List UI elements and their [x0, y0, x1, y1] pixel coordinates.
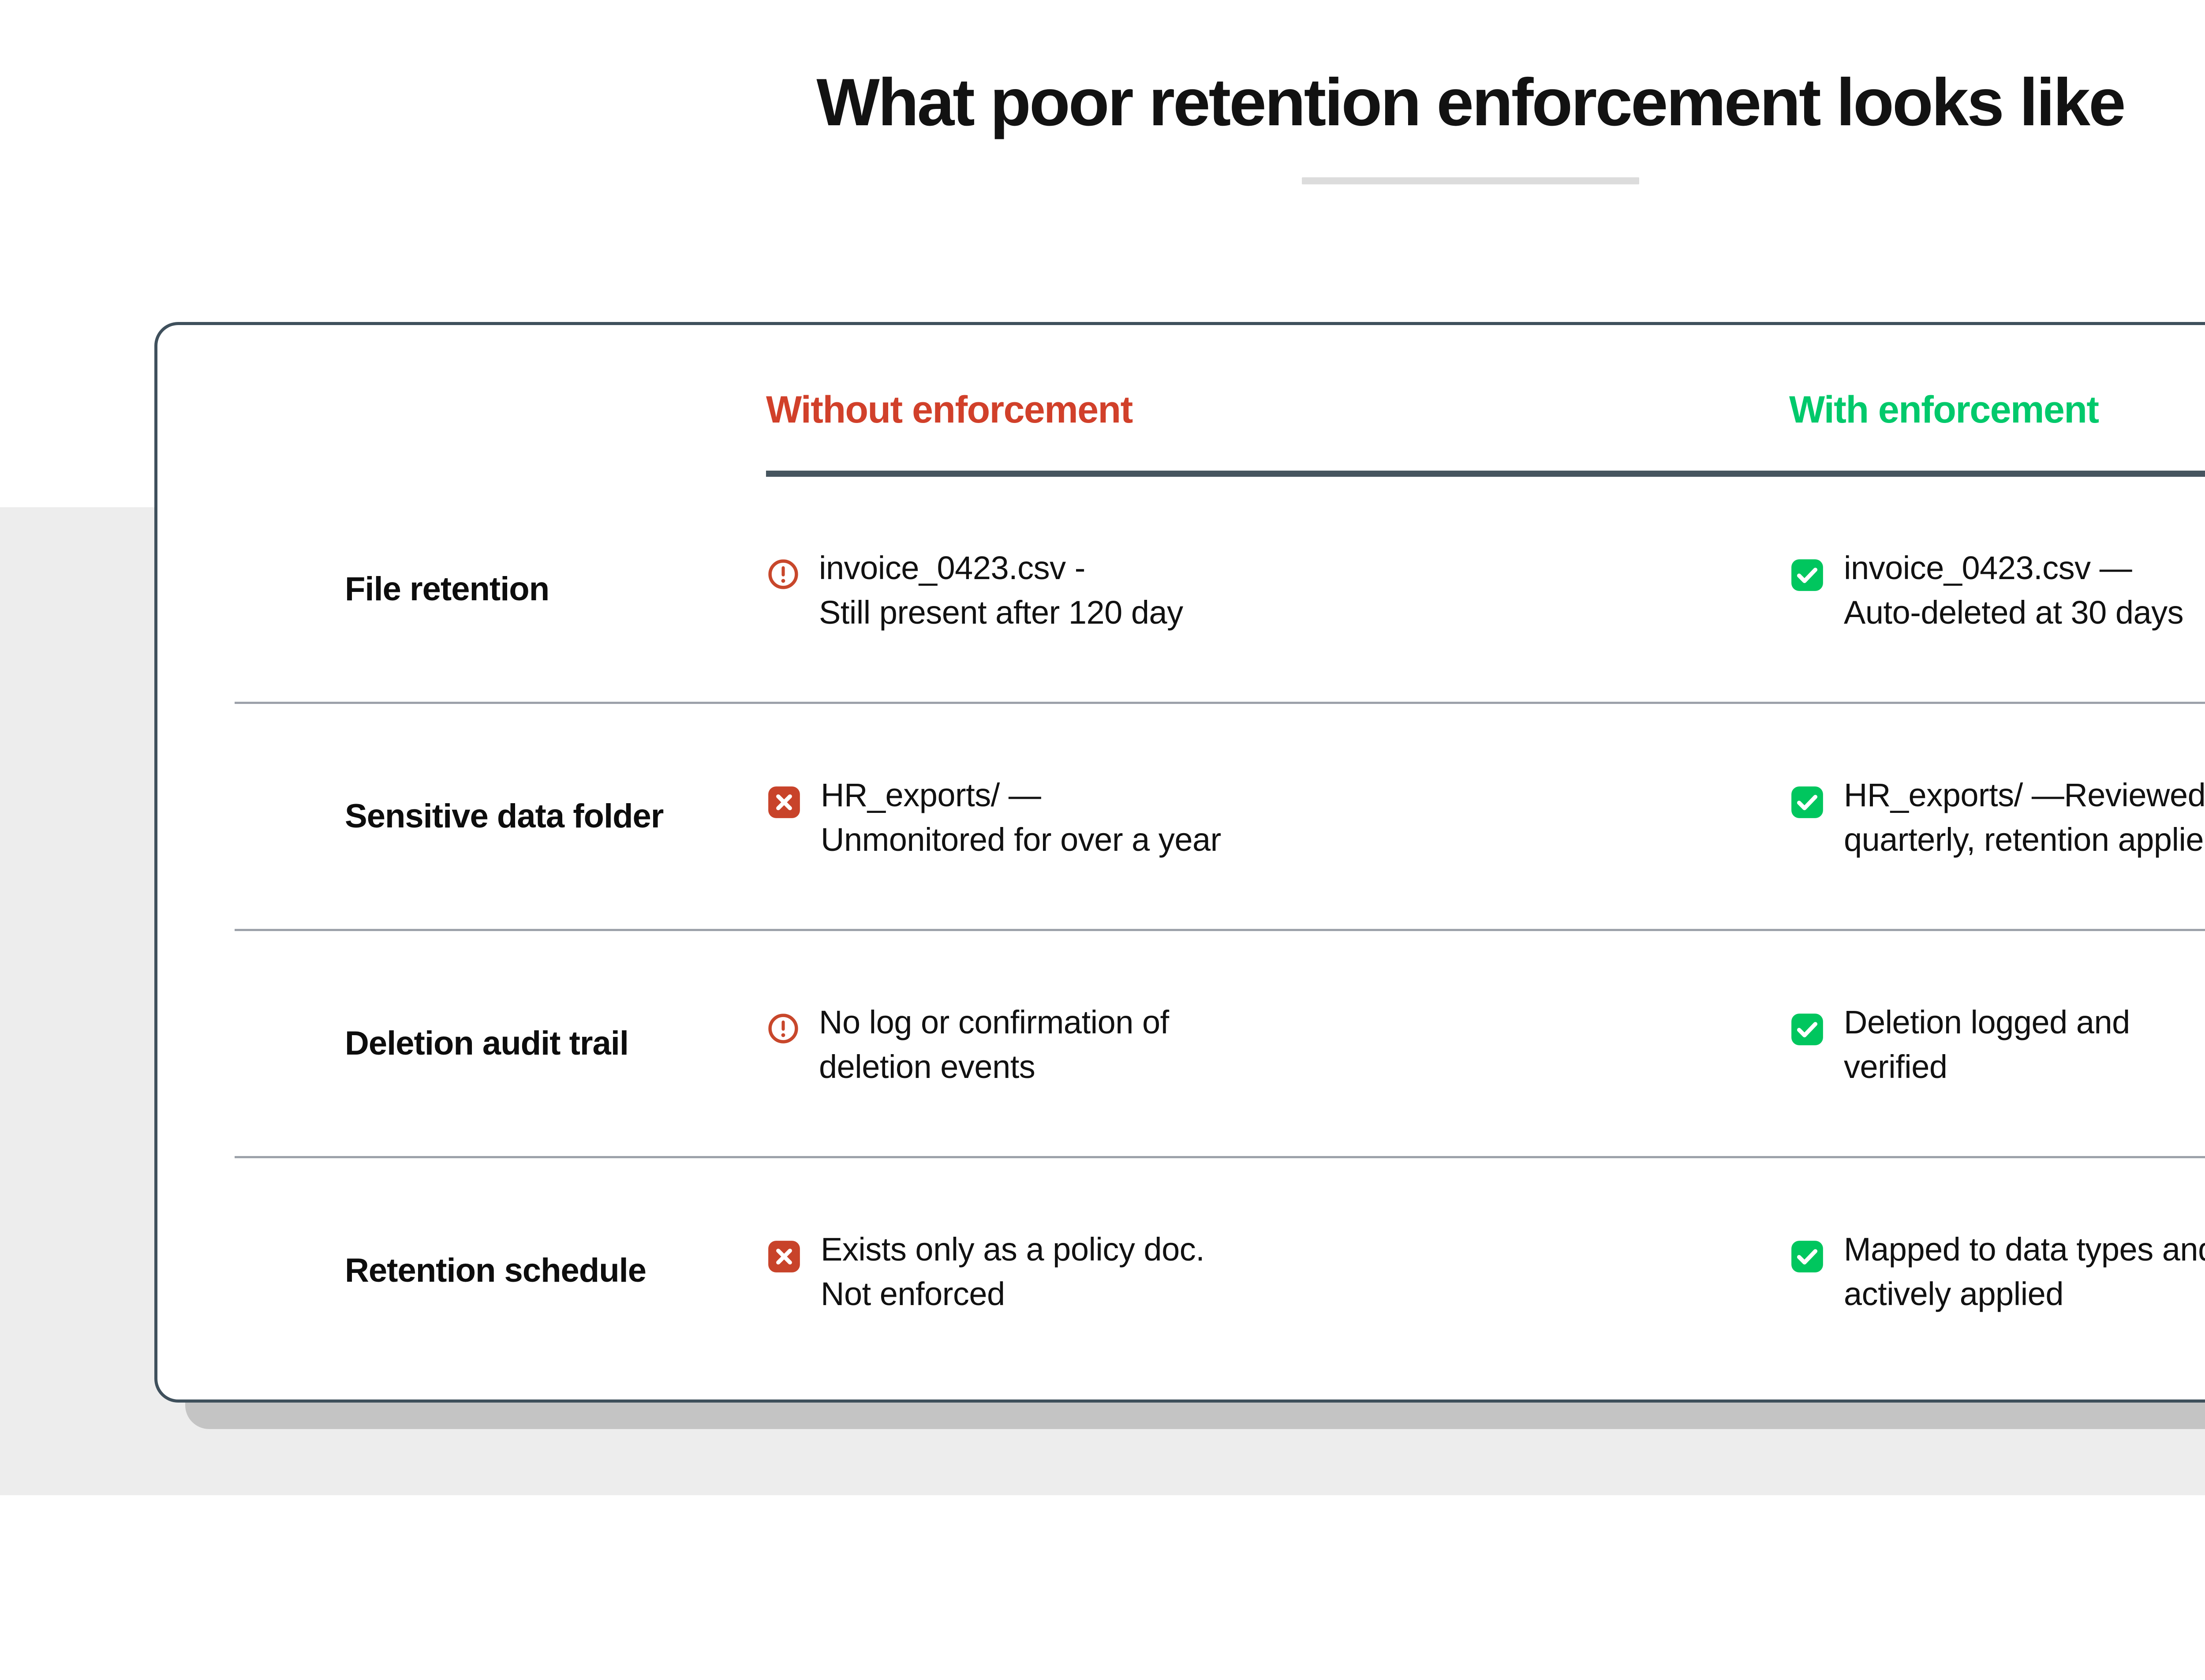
warning-circle-icon: [768, 1013, 798, 1044]
status-cell: HR_exports/ — Unmonitored for over a yea…: [766, 773, 1221, 862]
row-divider: [235, 702, 2205, 704]
row-label-cell: Retention schedule: [157, 1250, 766, 1291]
row-divider: [235, 1156, 2205, 1158]
row-without-cell: invoice_0423.csv - Still present after 1…: [766, 544, 1789, 635]
row-with-cell: Deletion logged and verified: [1789, 998, 2205, 1089]
status-text: Mapped to data types and actively applie…: [1844, 1231, 2205, 1312]
row-label-cell: Deletion audit trail: [157, 1023, 766, 1064]
row-without-cell: HR_exports/ — Unmonitored for over a yea…: [766, 771, 1789, 862]
header-with-column: With enforcement: [1789, 389, 2205, 471]
row-without-cell: No log or confirmation of deletion event…: [766, 998, 1789, 1089]
row-label: File retention: [345, 570, 549, 608]
title-block: What poor retention enforcement looks li…: [0, 0, 2205, 309]
status-text: Exists only as a policy doc. Not enforce…: [821, 1231, 1205, 1312]
row-label: Sensitive data folder: [345, 797, 664, 835]
table-row: File retention invoice_0423.csv - Still …: [157, 477, 2205, 702]
column-header-without-enforcement: Without enforcement: [766, 389, 1133, 431]
status-cell: invoice_0423.csv — Auto-deleted at 30 da…: [1789, 546, 2184, 635]
comparison-card: Without enforcement With enforcement Fil…: [154, 322, 2205, 1403]
status-text: invoice_0423.csv — Auto-deleted at 30 da…: [1844, 549, 2184, 631]
warning-circle-icon: [768, 559, 798, 589]
cross-square-icon: [768, 786, 800, 818]
row-with-cell: Mapped to data types and actively applie…: [1789, 1225, 2205, 1317]
row-without-cell: Exists only as a policy doc. Not enforce…: [766, 1225, 1789, 1317]
check-square-icon: [1791, 1013, 1823, 1045]
table-row: Retention schedule Exists only as a poli…: [157, 1158, 2205, 1383]
status-text: Deletion logged and verified: [1844, 1003, 2130, 1085]
table-row: Deletion audit trail No log or confirmat…: [157, 931, 2205, 1156]
background-band-bottom: [0, 1495, 2205, 1680]
row-label-cell: Sensitive data folder: [157, 796, 766, 837]
row-with-cell: invoice_0423.csv — Auto-deleted at 30 da…: [1789, 544, 2205, 635]
table-row: Sensitive data folder HR_exports/ — Unmo…: [157, 704, 2205, 929]
page-title: What poor retention enforcement looks li…: [816, 65, 2126, 140]
status-text: No log or confirmation of deletion event…: [819, 1003, 1169, 1085]
cross-square-icon: [768, 1240, 800, 1272]
row-label: Retention schedule: [345, 1251, 647, 1289]
header-without-column: Without enforcement: [766, 389, 1789, 471]
header-divider-wrapper: [766, 471, 2205, 477]
status-cell: Deletion logged and verified: [1789, 1000, 2130, 1089]
row-divider: [235, 929, 2205, 931]
status-cell: HR_exports/ —Reviewed quarterly, retenti…: [1789, 773, 2205, 862]
status-cell: Exists only as a policy doc. Not enforce…: [766, 1227, 1205, 1317]
status-text: invoice_0423.csv - Still present after 1…: [819, 549, 1183, 631]
row-with-cell: HR_exports/ —Reviewed quarterly, retenti…: [1789, 771, 2205, 862]
check-square-icon: [1791, 559, 1823, 591]
column-header-with-enforcement: With enforcement: [1789, 389, 2099, 431]
status-cell: invoice_0423.csv - Still present after 1…: [766, 546, 1183, 635]
status-text: HR_exports/ — Unmonitored for over a yea…: [821, 776, 1221, 858]
check-square-icon: [1791, 786, 1823, 818]
row-label: Deletion audit trail: [345, 1024, 629, 1062]
check-square-icon: [1791, 1240, 1823, 1272]
table-header-row: Without enforcement With enforcement: [157, 325, 2205, 471]
status-text: HR_exports/ —Reviewed quarterly, retenti…: [1844, 776, 2205, 858]
header-divider: [766, 471, 2205, 477]
row-label-cell: File retention: [157, 569, 766, 610]
title-divider: [1301, 177, 1639, 185]
header-label-column: [157, 389, 766, 471]
status-cell: No log or confirmation of deletion event…: [766, 1000, 1169, 1089]
status-cell: Mapped to data types and actively applie…: [1789, 1227, 2205, 1317]
